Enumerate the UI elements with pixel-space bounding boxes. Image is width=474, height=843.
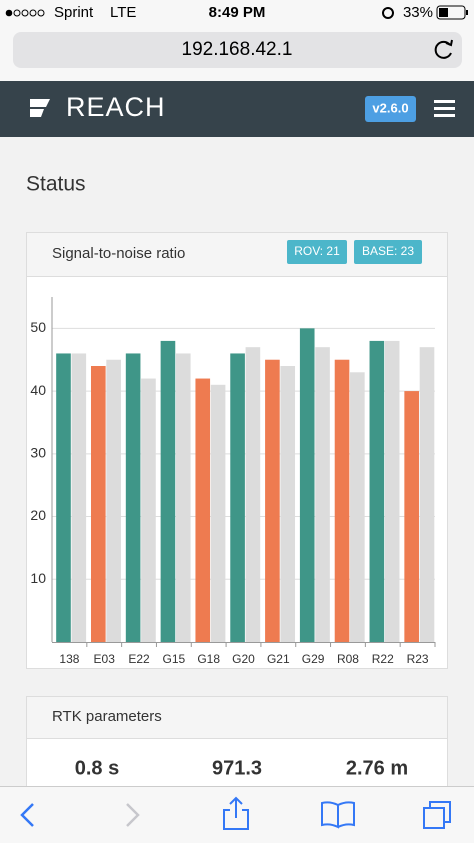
y-tick-label: 30 [30, 445, 46, 461]
share-button[interactable] [223, 796, 249, 830]
x-tick-label: G18 [197, 652, 220, 666]
x-tick-label: E03 [94, 652, 116, 666]
y-tick-label: 10 [30, 570, 46, 586]
bar [160, 340, 176, 642]
version-badge [365, 96, 416, 122]
url: 192.168.42.1 [182, 39, 293, 60]
x-tick-label: R08 [337, 652, 359, 666]
bar [71, 353, 87, 642]
bar [369, 340, 385, 642]
bar [90, 366, 106, 642]
tabs-button[interactable] [423, 801, 451, 829]
url-field[interactable] [13, 32, 462, 68]
snr-chart: 10 20 30 40 50 138 E03 E22 G15 G18 G20 G21 G29 R08 R22… [30, 297, 436, 666]
bar [125, 353, 141, 642]
x-tick-label: G21 [267, 652, 290, 666]
bar [384, 340, 400, 642]
bar [299, 328, 315, 642]
carrier: Sprint [54, 4, 94, 21]
y-tick-label: 20 [30, 507, 46, 523]
time: 8:49 PM [209, 4, 266, 21]
rover-badge-bg [287, 240, 347, 264]
x-tick-label: R22 [372, 652, 394, 666]
rtk-title: RTK parameters [52, 708, 162, 725]
rtk-value: 2.76 m [346, 757, 408, 779]
rover-badge: ROV: 21 [294, 244, 340, 258]
reload-icon[interactable] [434, 40, 452, 59]
back-button[interactable] [20, 803, 34, 827]
rtk-value: 971.3 [212, 757, 262, 779]
card-title: Signal-to-noise ratio [52, 245, 185, 262]
bar [280, 366, 296, 642]
bar [350, 372, 365, 642]
bar [195, 378, 211, 642]
bar [106, 359, 121, 642]
forward-button[interactable] [126, 803, 140, 827]
y-tick-label: 50 [30, 319, 46, 335]
bar [245, 347, 261, 642]
x-tick-label: R23 [407, 652, 429, 666]
page-title: Status [26, 173, 86, 196]
bar [230, 353, 245, 642]
x-tick-label: G29 [302, 652, 325, 666]
battery-text: 33% [403, 4, 433, 21]
rtk-value: 0.8 s [75, 757, 119, 779]
bar [56, 353, 71, 642]
logo-text: REACH [66, 92, 166, 122]
x-tick-label: E22 [128, 652, 150, 666]
base-badge-bg [354, 240, 422, 264]
logo-icon [30, 99, 50, 117]
bar [210, 384, 226, 642]
base-badge: BASE: 23 [362, 244, 414, 258]
menu-icon[interactable] [434, 100, 455, 117]
bar [334, 359, 350, 642]
x-tick-label: 138 [59, 652, 79, 666]
bar [315, 347, 330, 642]
battery-icon [436, 5, 468, 20]
bar [419, 347, 435, 642]
bar [404, 391, 419, 642]
bar [141, 378, 156, 642]
bookmarks-button[interactable] [321, 801, 355, 829]
reload-arrow [445, 39, 453, 47]
status-bar [0, 0, 474, 26]
rtk-header [27, 697, 447, 738]
bar [265, 359, 280, 642]
signal-dots [5, 9, 45, 17]
version: v2.6.0 [372, 100, 408, 115]
x-tick-label: G15 [163, 652, 186, 666]
alarm-icon [382, 7, 394, 19]
x-tick-label: G20 [232, 652, 255, 666]
bar [175, 353, 191, 642]
network: LTE [110, 4, 136, 21]
y-tick-label: 40 [30, 382, 46, 398]
